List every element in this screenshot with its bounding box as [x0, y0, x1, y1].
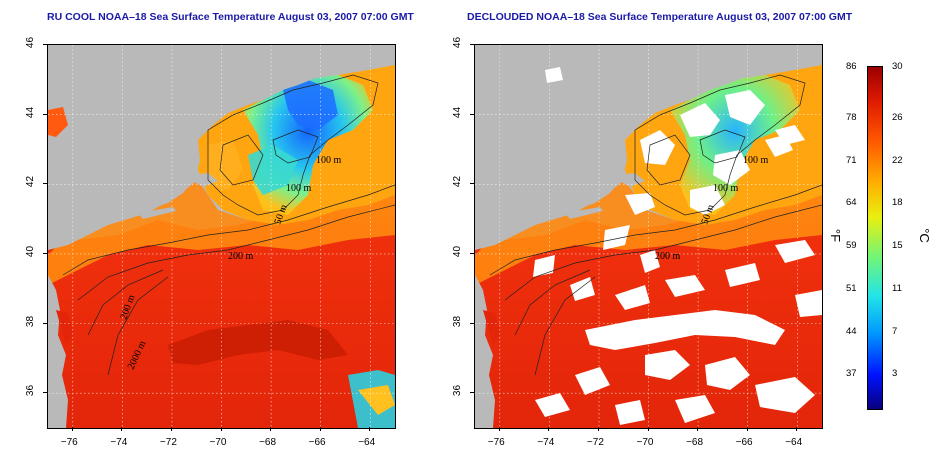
right-y-tick-label: 38 [452, 315, 464, 327]
left-x-tick-label: −66 [308, 437, 326, 448]
left-x-tick [170, 427, 172, 431]
contour-label: 100 m [316, 155, 342, 166]
left-x-tick [369, 427, 371, 431]
cloud-mask [533, 67, 822, 425]
left-x-tick-label: −70 [209, 437, 227, 448]
right-x-tick [548, 427, 550, 431]
left-map-title: RU COOL NOAA–18 Sea Surface Temperature … [47, 11, 414, 23]
colorbar-celsius-label: 22 [892, 154, 903, 166]
right-y-tick-label: 40 [452, 245, 464, 257]
left-y-tick [43, 183, 47, 185]
right-x-tick [746, 427, 748, 431]
colorbar-celsius-label: 18 [892, 197, 903, 209]
left-y-tick [43, 392, 47, 394]
left-x-tick-label: −74 [110, 437, 128, 448]
colorbar-fahrenheit-label: 44 [846, 325, 857, 337]
left-y-tick-label: 38 [25, 315, 37, 327]
contour-label: 100 m [713, 183, 739, 194]
left-y-tick-label: 36 [25, 385, 37, 397]
right-x-tick-label: −74 [537, 437, 555, 448]
colorbar-fahrenheit-label: 86 [846, 61, 857, 72]
contour-label: 100 m [286, 183, 312, 194]
right-map-title: DECLOUDED NOAA–18 Sea Surface Temperatur… [467, 11, 853, 23]
left-y-tick-label: 42 [25, 176, 37, 188]
right-y-tick [470, 392, 474, 394]
right-y-tick-label: 42 [452, 176, 464, 188]
right-x-tick-label: −76 [487, 437, 505, 448]
colorbar-fahrenheit-label: 37 [846, 368, 857, 380]
left-x-tick [220, 427, 222, 431]
fahrenheit-unit-label: °F [828, 228, 844, 243]
left-y-tick-label: 40 [25, 245, 37, 257]
left-y-tick [43, 44, 47, 45]
contour-label: 200 m [655, 251, 681, 262]
colorbar-fahrenheit-label: 78 [846, 111, 857, 123]
right-x-tick [796, 427, 798, 431]
right-y-tick-label: 44 [452, 106, 464, 118]
left-x-tick [319, 427, 321, 431]
right-x-tick-label: −64 [785, 437, 803, 448]
colorbar-fahrenheit-label: 71 [846, 154, 857, 166]
right-x-tick [597, 427, 599, 431]
left-y-tick [43, 322, 47, 324]
right-y-tick [470, 183, 474, 185]
right-x-tick-label: −72 [586, 437, 604, 448]
right-x-tick-label: −68 [686, 437, 704, 448]
left-y-tick [43, 252, 47, 254]
right-x-tick-label: −66 [735, 437, 753, 448]
left-x-tick [270, 427, 272, 431]
right-y-tick [470, 113, 474, 115]
contour-label: 200 m [228, 251, 254, 262]
contour-label: 100 m [743, 155, 769, 166]
colorbar-celsius-label: 26 [892, 111, 903, 123]
left-x-tick-label: −68 [259, 437, 277, 448]
left-x-tick [121, 427, 123, 431]
colorbar-celsius-label: 3 [892, 368, 898, 380]
right-y-tick-label: 46 [452, 36, 464, 49]
left-sst-map[interactable]: 100 m 100 m 50 m 200 m 200 m 2000 m [47, 44, 396, 429]
left-x-tick-label: −72 [159, 437, 177, 448]
colorbar-celsius-label: 7 [892, 325, 898, 337]
right-x-tick [647, 427, 649, 431]
right-y-tick [470, 322, 474, 324]
left-y-tick-label: 44 [25, 106, 37, 118]
right-y-tick [470, 44, 474, 45]
colorbar-fahrenheit-label: 64 [846, 197, 857, 209]
colorbar-celsius-label: 11 [892, 282, 902, 294]
celsius-unit-label: °C [916, 228, 932, 243]
colorbar-celsius-label: 30 [892, 61, 903, 72]
right-y-tick [470, 252, 474, 254]
colorbar-fahrenheit-label: 59 [846, 240, 857, 251]
right-x-tick-label: −70 [636, 437, 654, 448]
left-y-tick-label: 46 [25, 36, 37, 49]
colorbar-celsius-label: 15 [892, 240, 903, 251]
right-x-tick [498, 427, 500, 431]
left-x-tick-label: −76 [60, 437, 78, 448]
left-y-tick [43, 113, 47, 115]
right-y-tick-label: 36 [452, 385, 464, 397]
left-x-tick [71, 427, 73, 431]
left-x-tick-label: −64 [358, 437, 376, 448]
temperature-colorbar [867, 66, 883, 410]
right-sst-map[interactable]: 100 m 100 m 50 m 200 m [474, 44, 823, 429]
left-sst-map-image: 100 m 100 m 50 m 200 m 200 m 2000 m [48, 45, 395, 428]
right-x-tick [697, 427, 699, 431]
right-sst-map-image: 100 m 100 m 50 m 200 m [475, 45, 822, 428]
colorbar-fahrenheit-label: 51 [846, 282, 857, 294]
